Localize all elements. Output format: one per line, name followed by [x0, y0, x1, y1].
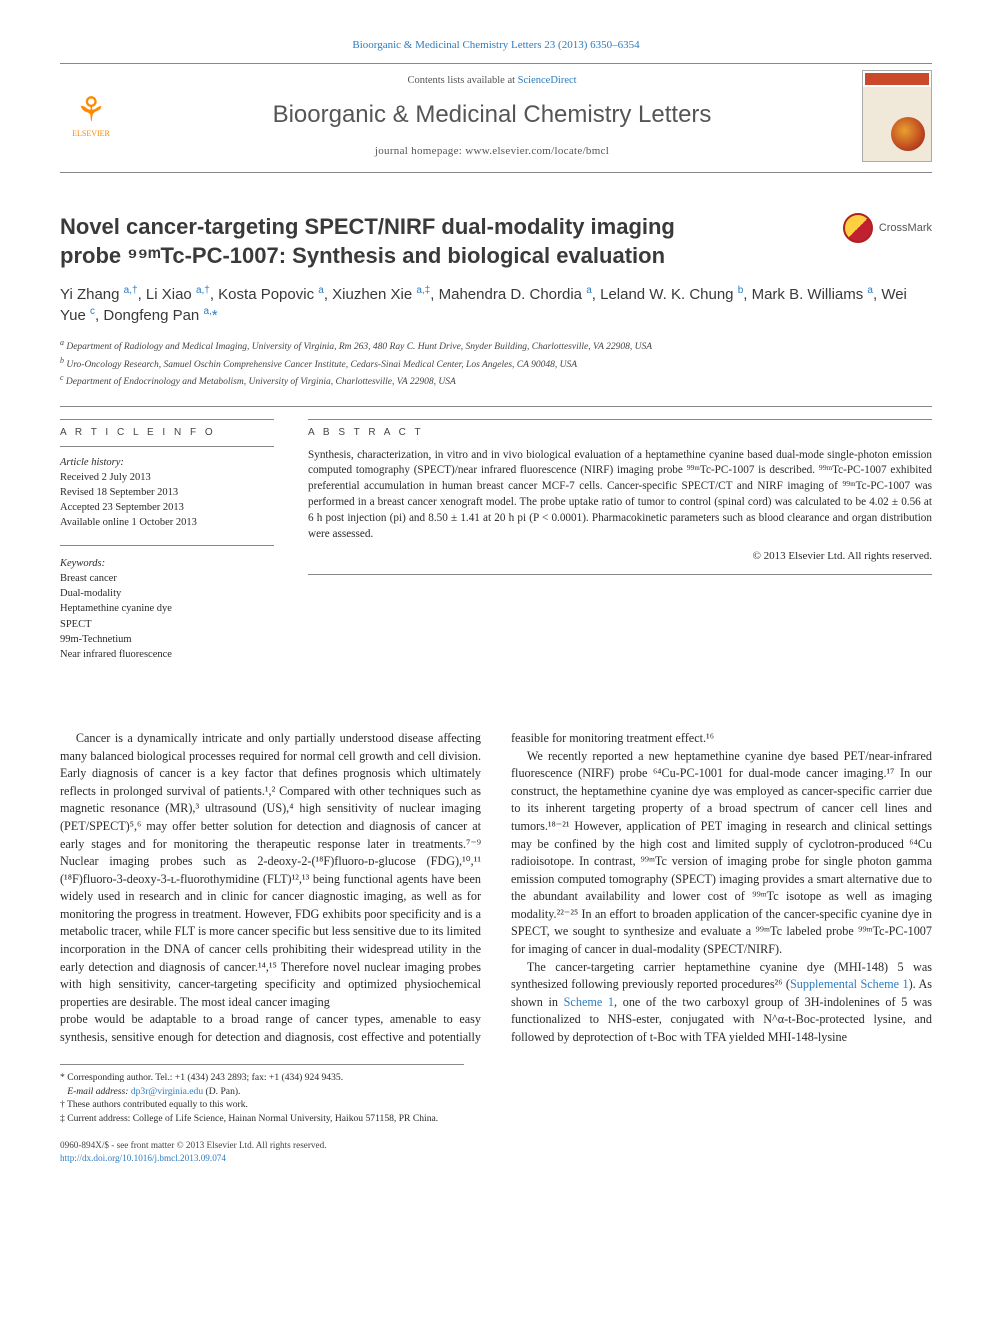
current-address-note: ‡ Current address: College of Life Scien… [60, 1112, 464, 1125]
crossmark-icon [843, 213, 873, 243]
email-line: E-mail address: dp3r@virginia.edu (D. Pa… [60, 1085, 464, 1098]
body-p1: Cancer is a dynamically intricate and on… [60, 730, 481, 1011]
abstract-text: Synthesis, characterization, in vitro an… [308, 448, 932, 543]
body-text: Cancer is a dynamically intricate and on… [60, 730, 932, 1046]
history-received: Received 2 July 2013 [60, 470, 274, 485]
journal-cover-thumb [862, 70, 932, 162]
journal-name: Bioorganic & Medicinal Chemistry Letters [136, 98, 848, 132]
keyword: Breast cancer [60, 571, 274, 586]
history-revised: Revised 18 September 2013 [60, 485, 274, 500]
history-label: Article history: [60, 455, 274, 470]
homepage-url[interactable]: www.elsevier.com/locate/bmcl [465, 145, 609, 157]
author-list: Yi Zhang a,†, Li Xiao a,†, Kosta Popovic… [60, 284, 932, 328]
author-email-link[interactable]: dp3r@virginia.edu [131, 1086, 203, 1097]
keyword: Heptamethine cyanine dye [60, 601, 274, 616]
keyword: Dual-modality [60, 586, 274, 601]
equal-contribution-note: † These authors contributed equally to t… [60, 1098, 464, 1111]
footnotes: * Corresponding author. Tel.: +1 (434) 2… [60, 1064, 464, 1125]
article-info-column: A R T I C L E I N F O Article history: R… [60, 419, 274, 677]
issn-line: 0960-894X/$ - see front matter © 2013 El… [60, 1139, 932, 1152]
abstract-column: A B S T R A C T Synthesis, characterizat… [308, 419, 932, 677]
article-info-heading: A R T I C L E I N F O [60, 419, 274, 447]
contents-line: Contents lists available at ScienceDirec… [136, 74, 848, 89]
affiliations: a Department of Radiology and Medical Im… [60, 337, 932, 389]
scheme-1-link[interactable]: Scheme 1 [564, 995, 614, 1009]
sciencedirect-link[interactable]: ScienceDirect [518, 75, 577, 86]
publisher-name: ELSEVIER [72, 128, 110, 139]
doi-link[interactable]: http://dx.doi.org/10.1016/j.bmcl.2013.09… [60, 1153, 226, 1163]
keyword: 99m-Technetium [60, 632, 274, 647]
corresponding-author: * Corresponding author. Tel.: +1 (434) 2… [60, 1071, 464, 1084]
abstract-heading: A B S T R A C T [308, 419, 932, 448]
copyright-line: © 2013 Elsevier Ltd. All rights reserved… [308, 549, 932, 564]
crossmark-widget[interactable]: CrossMark [843, 213, 932, 243]
history-online: Available online 1 October 2013 [60, 515, 274, 530]
journal-header: ⚘ ELSEVIER Contents lists available at S… [60, 63, 932, 173]
keywords-list: Breast cancerDual-modalityHeptamethine c… [60, 571, 274, 662]
supplemental-scheme-link[interactable]: Supplemental Scheme 1 [790, 977, 909, 991]
bottom-matter: 0960-894X/$ - see front matter © 2013 El… [60, 1139, 932, 1165]
journal-homepage: journal homepage: www.elsevier.com/locat… [136, 144, 848, 159]
journal-citation: Bioorganic & Medicinal Chemistry Letters… [60, 38, 932, 53]
keyword: Near infrared fluorescence [60, 647, 274, 662]
elsevier-logo: ⚘ ELSEVIER [60, 81, 122, 151]
elsevier-tree-icon: ⚘ [76, 94, 106, 128]
keyword: SPECT [60, 617, 274, 632]
body-p4: The cancer-targeting carrier heptamethin… [511, 959, 932, 1047]
history-accepted: Accepted 23 September 2013 [60, 500, 274, 515]
crossmark-label: CrossMark [879, 221, 932, 236]
article-title: Novel cancer-targeting SPECT/NIRF dual-m… [60, 213, 825, 269]
keywords-label: Keywords: [60, 556, 274, 571]
body-p3: We recently reported a new heptamethine … [511, 748, 932, 959]
